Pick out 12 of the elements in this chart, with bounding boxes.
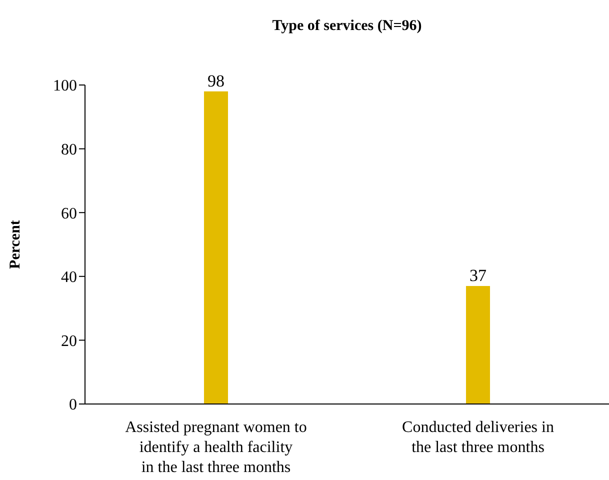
y-tick-label: 80 — [61, 141, 77, 158]
y-tick-label: 0 — [69, 396, 77, 414]
y-tick-label: 20 — [61, 332, 77, 350]
x-tick-label: Conducted deliveries in the last three months — [402, 419, 554, 456]
data-label: 98 — [208, 71, 224, 90]
y-tick-label: 40 — [61, 269, 77, 286]
chart-title: Type of services (N=96) — [271, 18, 423, 35]
data-label: 37 — [470, 266, 487, 285]
y-tick-label: 100 — [53, 78, 77, 95]
y-axis-title: Percent — [7, 220, 24, 269]
x-tick-label: Assisted pregnant women to identify a health facility in the last three months — [125, 419, 307, 476]
y-tick-label: 60 — [61, 205, 77, 222]
